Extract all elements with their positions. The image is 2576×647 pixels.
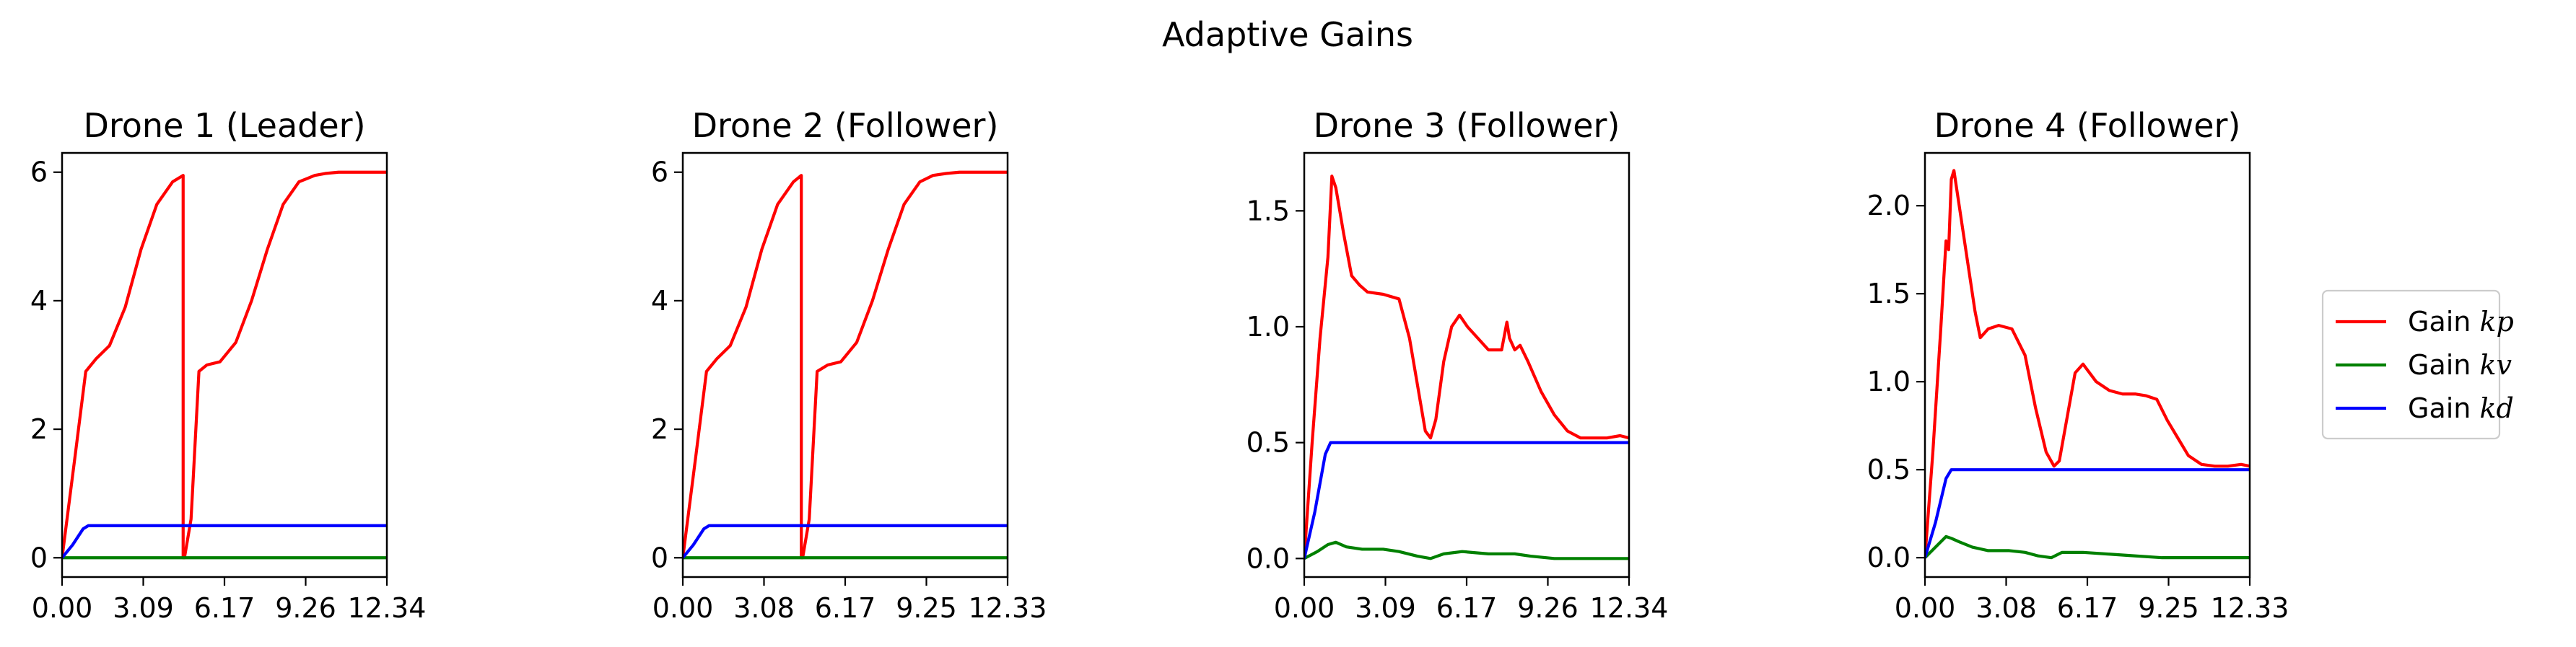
series-line-gain-kd <box>683 524 1008 559</box>
series-line-gain-kd <box>62 524 387 559</box>
y-tick-label: 2 <box>30 413 48 445</box>
legend-label: Gain kd <box>2408 392 2514 424</box>
x-tick-label: 3.09 <box>113 592 174 624</box>
x-tick-label: 9.26 <box>275 592 336 624</box>
axes-frame <box>681 151 1009 578</box>
subplot-3: Drone 3 (Follower) 0.00 3.09 6.17 9.26 12.34 0… <box>1246 106 1669 624</box>
y-tick-label: 4 <box>651 285 668 317</box>
x-tick-label: 3.09 <box>1355 592 1416 624</box>
x-tick-label: 12.34 <box>1590 592 1669 624</box>
legend-label: Gain kp <box>2408 306 2514 338</box>
y-tick-label: 1.0 <box>1246 311 1290 343</box>
subplot-title: Drone 3 (Follower) <box>1314 106 1620 145</box>
series-line-gain-kp <box>683 170 1008 560</box>
x-tick-label: 0.00 <box>1895 592 1956 624</box>
series-line-gain-kp <box>62 170 387 560</box>
subplot-panels: Drone 1 (Leader)0.00 3.09 6.17 9.26 12.34024… <box>30 106 2289 624</box>
legend-item-kv: Gain kv <box>2336 349 2512 381</box>
y-tick-label: 6 <box>30 157 48 188</box>
x-tick-label: 9.25 <box>2138 592 2199 624</box>
x-tick-label: 6.17 <box>2057 592 2118 624</box>
y-tick-label: 0.0 <box>1867 542 1911 573</box>
y-tick-label: 0.5 <box>1246 427 1290 459</box>
x-tick-label: 12.33 <box>969 592 1047 624</box>
y-tick-label: 0 <box>30 542 48 573</box>
legend-label: Gain kv <box>2408 349 2512 381</box>
legend: Gain kp Gain kv Gain kd <box>2321 289 2514 440</box>
series-line-gain-kv <box>1304 540 1629 560</box>
x-tick-label: 12.34 <box>348 592 427 624</box>
x-tick-label: 3.08 <box>733 592 795 624</box>
x-tick-label: 9.26 <box>1517 592 1579 624</box>
y-tick-label: 2 <box>651 413 668 445</box>
figure-title: Adaptive Gains <box>1162 15 1413 54</box>
x-tick-label: 9.25 <box>896 592 957 624</box>
y-tick-label: 1.0 <box>1867 366 1911 397</box>
legend-box <box>2321 289 2501 440</box>
subplot-4: Drone 4 (Follower) 0.00 3.08 6.17 9.25 12.33 0… <box>1867 106 2289 624</box>
y-tick-label: 2.0 <box>1867 190 1911 221</box>
y-tick-label: 1.5 <box>1867 278 1911 309</box>
subplot-title: Drone 4 (Follower) <box>1934 106 2241 145</box>
series-line-gain-kp <box>1925 169 2250 558</box>
y-tick-label: 6 <box>651 157 668 188</box>
legend-item-kp: Gain kp <box>2336 306 2514 338</box>
x-tick-label: 6.17 <box>194 592 256 624</box>
y-tick-label: 0.5 <box>1867 454 1911 485</box>
x-tick-label: 0.00 <box>1274 592 1335 624</box>
axes-frame <box>61 151 388 578</box>
x-tick-label: 0.00 <box>32 592 93 624</box>
y-tick-label: 4 <box>30 285 48 317</box>
series-line-gain-kv <box>1925 534 2250 560</box>
x-tick-label: 6.17 <box>815 592 876 624</box>
x-tick-label: 12.33 <box>2211 592 2289 624</box>
x-tick-label: 0.00 <box>652 592 714 624</box>
axes-frame <box>1303 151 1630 578</box>
x-tick-label: 6.17 <box>1436 592 1498 624</box>
x-tick-label: 3.08 <box>1975 592 2037 624</box>
axes-frame <box>1924 151 2251 578</box>
legend-item-kd: Gain kd <box>2336 392 2514 424</box>
subplot-2: Drone 2 (Follower) 0.00 3.08 6.17 9.25 12.33 0… <box>651 106 1047 624</box>
y-tick-label: 0 <box>651 542 668 573</box>
y-tick-label: 1.5 <box>1246 195 1290 226</box>
subplot-title: Drone 2 (Follower) <box>692 106 999 145</box>
series-line-gain-kd <box>1304 441 1629 559</box>
series-line-gain-kd <box>1925 468 2250 558</box>
series-line-gain-kp <box>1304 175 1629 559</box>
subplot-title: Drone 1 (Leader) <box>83 106 365 145</box>
subplot-1: Drone 1 (Leader) 0.00 3.09 6.17 9.26 12.34 0 2 4… <box>30 106 427 624</box>
y-tick-label: 0.0 <box>1246 542 1290 574</box>
